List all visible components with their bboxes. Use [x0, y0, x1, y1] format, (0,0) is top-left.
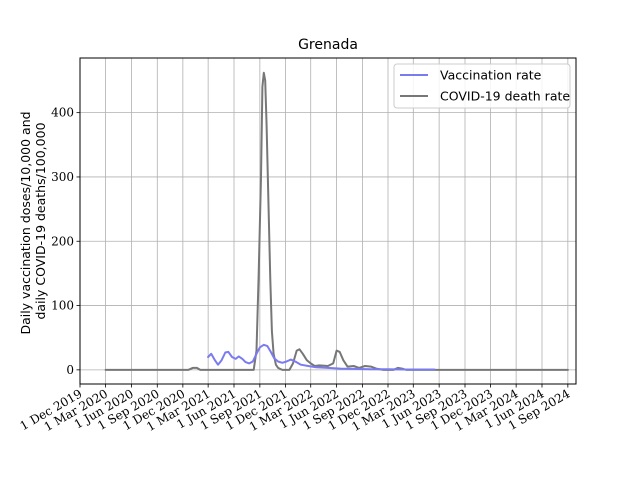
- legend: Vaccination rate COVID-19 death rate: [393, 63, 571, 109]
- y-tick-label: 400: [51, 106, 74, 120]
- plot-area: [104, 71, 569, 371]
- y-axis-label-line-1: Daily vaccination doses/10,000 and: [18, 111, 33, 334]
- grid: [79, 58, 576, 384]
- legend-box: [393, 63, 571, 109]
- legend-entry-label: Vaccination rate: [440, 68, 542, 83]
- y-axis-label: Daily vaccination doses/10,000 and daily…: [18, 107, 48, 334]
- series-line-deaths: [104, 71, 569, 371]
- y-axis-label-line-2: daily COVID-19 deaths/100,000: [33, 122, 48, 319]
- y-tick-label: 200: [51, 234, 74, 248]
- legend-entry-label: COVID-19 death rate: [440, 89, 570, 104]
- y-tick-label: 100: [51, 299, 74, 313]
- axes-frame: [79, 57, 577, 385]
- y-tick-label: 300: [51, 170, 74, 184]
- series-line-vaccination: [207, 343, 436, 371]
- y-tick-label: 0: [66, 363, 74, 377]
- chart-title: Grenada: [298, 37, 358, 53]
